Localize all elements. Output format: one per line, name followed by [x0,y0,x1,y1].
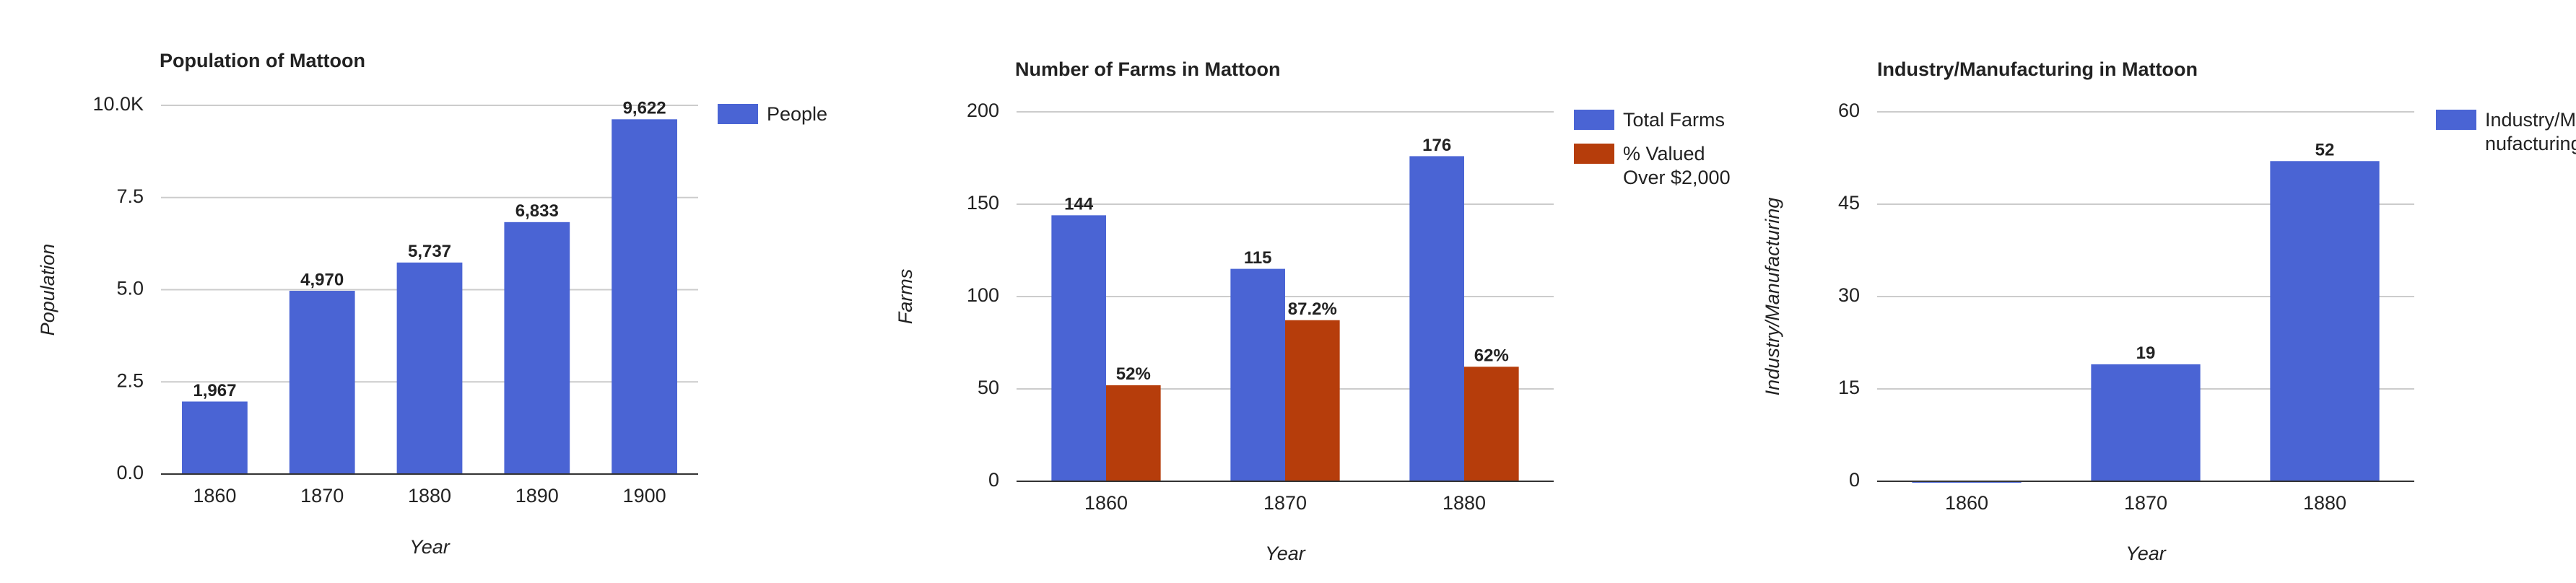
bar [1409,156,1464,481]
y-tick-label: 0.0 [116,462,144,483]
y-axis-title: Industry/Manufacturing [1762,198,1783,396]
chart-title: Industry/Manufacturing in Mattoon [1877,58,2198,80]
y-tick-label: 7.5 [116,185,144,207]
bar [1285,320,1340,481]
bar [2270,161,2380,481]
y-tick-label: 0 [988,469,999,491]
y-tick-label: 100 [967,284,999,306]
x-tick-label: 1890 [515,485,559,507]
chart-title: Population of Mattoon [160,50,365,71]
legend-item: % Valued Over $2,000 [1574,142,1731,190]
x-tick-label: 1860 [193,485,236,507]
data-label: 176 [1422,136,1451,155]
y-tick-label: 2.5 [116,369,144,391]
legend-label: % Valued Over $2,000 [1623,143,1731,188]
data-label: 9,622 [623,99,666,118]
y-tick-label: 150 [967,192,999,214]
data-label: 52% [1116,364,1151,384]
x-axis-title: Year [409,536,451,558]
legend: People [718,102,875,126]
data-label: 19 [2136,343,2156,363]
y-tick-label: 50 [978,377,999,398]
legend-swatch [2436,110,2476,130]
data-label: 87.2% [1288,299,1337,319]
legend: Total Farms % Valued Over $2,000 [1574,108,1731,190]
y-tick-label: 15 [1838,377,1860,398]
data-label: 115 [1244,248,1272,268]
y-tick-label: 5.0 [116,278,144,299]
legend-swatch [1574,144,1614,164]
bar [1230,268,1285,481]
x-tick-label: 1880 [408,485,451,507]
legend-item: People [718,102,875,126]
legend-item: Total Farms [1574,108,1731,132]
x-tick-label: 1870 [300,485,344,507]
chart: Population of Mattoon 0.0 2.5 5.0 7.5 10.0K 18… [37,50,698,558]
data-label: 6,833 [515,201,559,221]
bar [1051,215,1106,481]
data-label: 52 [2315,141,2335,160]
y-axis-title: Population [37,244,58,336]
legend-label: Industry/Manufacturing [2485,109,2576,154]
bar [1106,385,1161,481]
x-tick-label: 1870 [1263,492,1307,514]
data-label: 62% [1474,346,1509,366]
bar [1464,367,1519,481]
y-tick-label: 45 [1838,192,1860,214]
x-tick-label: 1900 [623,485,666,507]
chart: Number of Farms in Mattoon 0 50 100 150 200 18… [895,58,1554,564]
bar [182,401,248,474]
legend-swatch [1574,110,1614,130]
y-tick-label: 30 [1838,284,1860,306]
x-tick-label: 1860 [1084,492,1128,514]
bar [612,119,677,474]
legend-item: Industry/Manufacturing [2436,108,2576,156]
y-tick-label: 60 [1838,100,1860,121]
x-axis-title: Year [2125,543,2167,564]
y-tick-label: 200 [967,100,999,121]
bar [2091,364,2201,481]
data-label: 4,970 [300,270,344,289]
data-label: 5,737 [408,242,451,261]
x-tick-label: 1880 [2303,492,2346,514]
x-tick-label: 1880 [1443,492,1486,514]
y-axis-title: Farms [895,269,916,325]
bar [289,291,355,474]
chart-title: Number of Farms in Mattoon [1015,58,1281,80]
legend-label: Total Farms [1623,109,1726,131]
bar [396,262,463,474]
legend-label: People [767,103,828,125]
data-label: 144 [1064,195,1094,214]
data-label: 1,967 [193,381,236,400]
x-tick-label: 1860 [1945,492,1988,514]
x-tick-label: 1870 [2124,492,2167,514]
legend-swatch [718,104,758,124]
y-tick-label: 10.0K [92,93,144,115]
legend: Industry/Manufacturing [2436,108,2576,156]
bar [504,222,570,474]
x-axis-title: Year [1265,543,1306,564]
chart: Industry/Manufacturing in Mattoon 0 15 30 45… [1762,58,2414,564]
y-tick-label: 0 [1849,469,1860,491]
